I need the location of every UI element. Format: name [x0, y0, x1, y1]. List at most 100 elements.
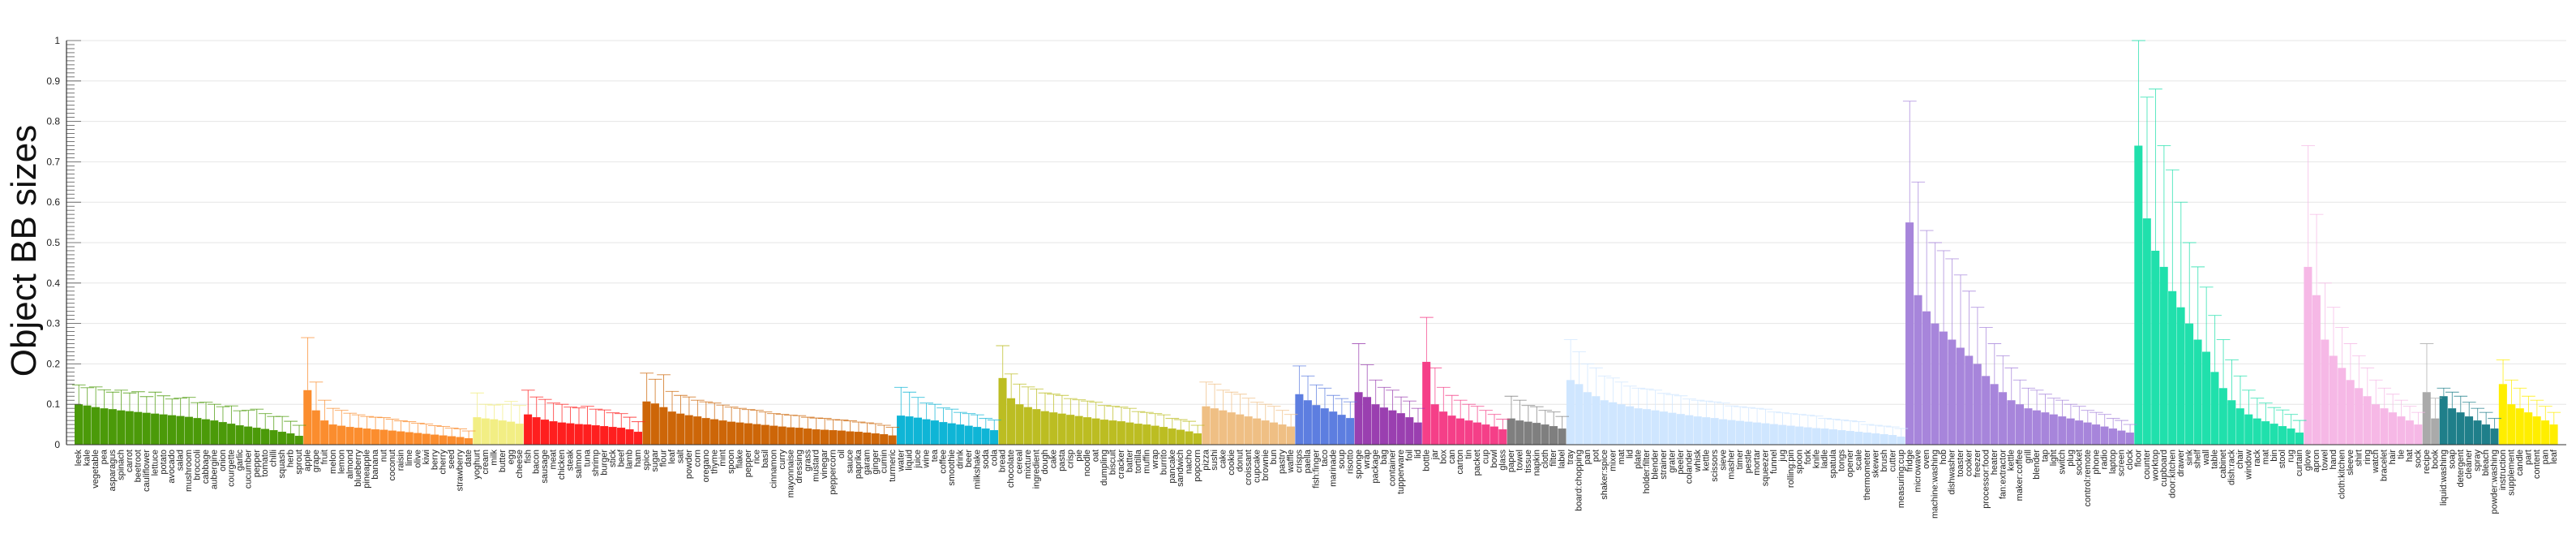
bar [1939, 331, 1948, 445]
x-tick-label: thermometer [1862, 450, 1872, 501]
bar [2134, 145, 2143, 446]
bar [998, 377, 1007, 445]
x-tick-label: dish:rack [2227, 450, 2237, 486]
bar [1430, 404, 1439, 445]
x-tick-label: freezer [1973, 450, 1982, 478]
bar [659, 407, 668, 445]
x-tick-label: box [1438, 450, 1448, 464]
bar [2218, 388, 2227, 445]
x-tick-label: cherry [439, 450, 448, 475]
bar [905, 416, 914, 445]
x-tick-label: milkshake [972, 450, 982, 489]
x-tick-label: pea [100, 449, 109, 464]
x-tick-label: paper [1507, 450, 1516, 472]
bar [379, 429, 388, 445]
bar [727, 421, 736, 445]
x-tick-label: bottle [1421, 450, 1431, 471]
bar [1049, 412, 1058, 445]
x-tick-label: ring [2363, 450, 2372, 464]
bar [1583, 392, 1592, 445]
bar [600, 426, 609, 445]
bar [2193, 339, 2202, 445]
x-tick-label: donut [1235, 450, 1245, 472]
bar [2304, 266, 2312, 445]
bar [2465, 416, 2474, 445]
x-tick-label: vegetable [91, 450, 101, 489]
x-tick-label: grass [803, 450, 812, 471]
bar [973, 427, 982, 445]
bar [633, 432, 643, 445]
bar [642, 401, 651, 445]
x-tick-label: banana [371, 449, 380, 480]
bar [1142, 424, 1151, 445]
bar [888, 435, 897, 445]
bar [2490, 428, 2499, 445]
x-tick-label: worktop [2150, 450, 2160, 482]
x-tick-label: bin [2270, 450, 2279, 462]
x-tick-label: noodle [1082, 450, 1092, 476]
x-tick-label: kale [83, 450, 92, 466]
x-tick-label: grater [1668, 450, 1678, 473]
bar [1879, 434, 1888, 445]
x-tick-label: cookie [1227, 450, 1237, 476]
x-tick-label: fork [1803, 450, 1813, 465]
bar [388, 430, 396, 445]
x-tick-label: pepper [252, 450, 262, 478]
x-tick-label: strainer [1659, 450, 1669, 480]
x-tick-label: mustard [812, 450, 821, 482]
x-tick-label: towel [2321, 450, 2330, 471]
bar [1413, 422, 1422, 445]
x-tick-label: curtain [2295, 450, 2304, 476]
bar [2422, 392, 2431, 445]
x-tick-label: board:chopping [1575, 450, 1584, 511]
bar [176, 415, 185, 445]
x-tick-label: spoon [727, 450, 736, 474]
bar [2312, 295, 2321, 445]
bar [913, 417, 922, 445]
bar [1727, 420, 1736, 445]
x-tick-label: soap [2447, 450, 2457, 469]
x-tick-label: muffin [1142, 450, 1151, 474]
bar [1219, 410, 1228, 445]
x-tick-label: towel [1515, 450, 1524, 471]
bar [1710, 418, 1719, 445]
bar [1769, 424, 1778, 445]
bar [320, 420, 329, 445]
y-tick-label: 0.4 [46, 278, 60, 289]
x-tick-label: sauce [846, 450, 855, 473]
x-tick-label: lid [1413, 450, 1423, 458]
bar [591, 425, 600, 445]
x-tick-label: wall [2201, 450, 2211, 466]
x-tick-label: melon [328, 450, 338, 474]
x-tick-label: mint [718, 450, 728, 467]
x-tick-label: mixer [1608, 450, 1618, 471]
x-tick-label: scale [1854, 450, 1864, 471]
bar [1634, 408, 1643, 445]
bar [608, 427, 617, 445]
x-tick-label: clock [2125, 450, 2135, 471]
bar [1651, 410, 1660, 445]
bar [142, 412, 151, 445]
bar [1455, 418, 1465, 445]
x-tick-label: book [2430, 450, 2440, 469]
bar [2041, 412, 2050, 445]
x-tick-label: radio [2100, 450, 2110, 469]
bar [2321, 339, 2330, 445]
x-tick-label: dumpling [1099, 450, 1109, 486]
bar [778, 426, 787, 445]
x-tick-label: steak [566, 450, 576, 471]
bar [431, 434, 439, 445]
bar [804, 428, 812, 445]
bar [337, 425, 346, 445]
bar [625, 429, 634, 445]
bar [1626, 406, 1635, 445]
x-tick-label: laptop [2108, 450, 2118, 474]
x-tick-label: recipe [2422, 450, 2432, 474]
bar [100, 408, 109, 445]
x-tick-label: grill [2024, 450, 2034, 463]
x-tick-label: sink [2184, 450, 2194, 466]
x-tick-label: instruction [2498, 450, 2508, 490]
bar [1117, 421, 1125, 445]
